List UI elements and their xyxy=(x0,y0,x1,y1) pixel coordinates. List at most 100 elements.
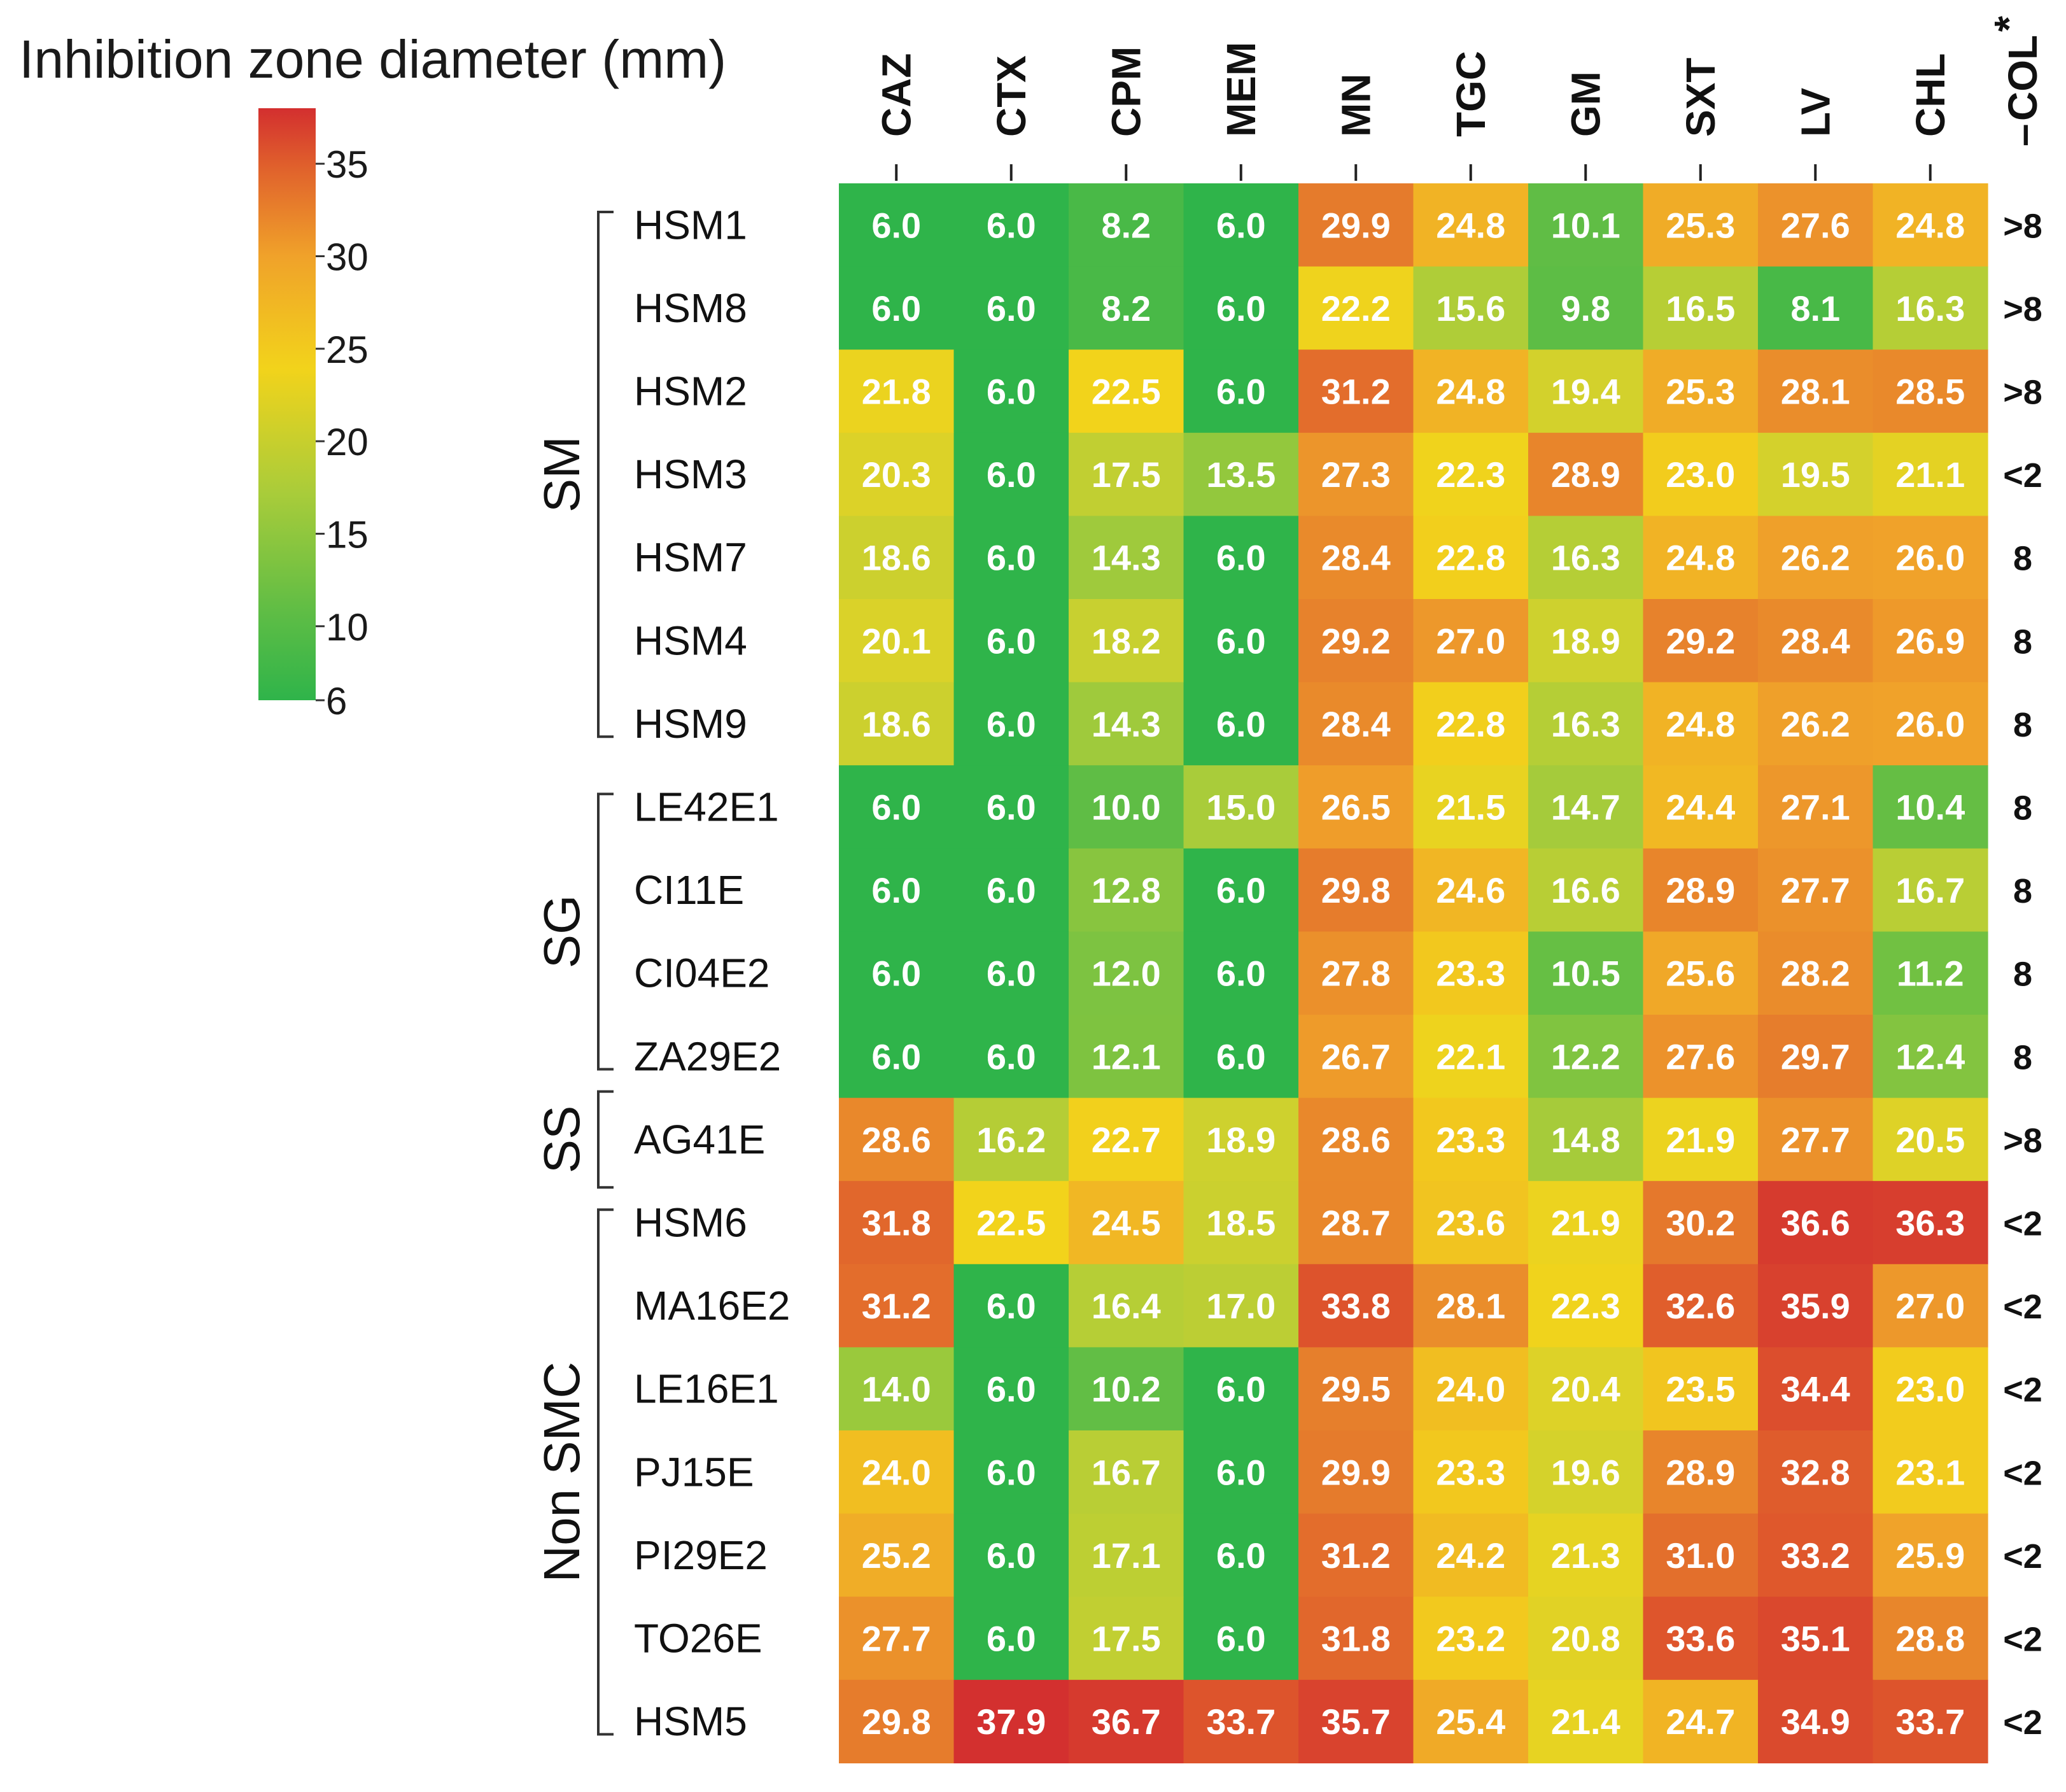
cell-value-label: 28.6 xyxy=(862,1120,931,1160)
cell-value-label: 6.0 xyxy=(987,1369,1036,1409)
heatmap-cell xyxy=(953,266,1069,350)
heatmap-cell xyxy=(1643,1264,1759,1348)
heatmap-cell xyxy=(1413,682,1529,766)
column-label: MEM xyxy=(1218,42,1264,137)
row-label: TO26E xyxy=(634,1616,762,1661)
heatmap-cell xyxy=(1183,432,1299,516)
heatmap-cell xyxy=(1873,349,1988,434)
heatmap-cell xyxy=(1183,1597,1299,1681)
heatmap-cell xyxy=(1758,349,1874,434)
heatmap-cell xyxy=(839,1097,955,1182)
heatmap-cell xyxy=(953,1264,1069,1348)
cell-value-label: 16.3 xyxy=(1551,704,1620,744)
heatmap-cell xyxy=(839,432,955,516)
heatmap-cell xyxy=(953,1430,1069,1514)
heatmap-cell xyxy=(1758,266,1874,350)
column-label: GM xyxy=(1563,71,1608,137)
cell-value-label: 28.6 xyxy=(1321,1120,1391,1160)
cell-value-label: 17.0 xyxy=(1206,1286,1275,1326)
heatmap-cell xyxy=(1528,765,1644,849)
heatmap-cell xyxy=(1528,682,1644,766)
cell-value-label: 21.5 xyxy=(1436,787,1505,828)
cell-value-label: 22.2 xyxy=(1321,288,1391,328)
col-value-label: 8 xyxy=(2013,706,2032,744)
cell-value-label: 28.7 xyxy=(1321,1203,1391,1243)
col-values: >8 >8 >8 <2 8 8 8 8 8 8 8 >8 <2 <2 <2 <2 <2 <2 <2 xyxy=(2003,207,2042,1742)
cell-value-label: 6.0 xyxy=(1216,205,1266,245)
heatmap-cell xyxy=(1643,1181,1759,1265)
cell-value-label: 20.3 xyxy=(862,455,931,495)
cell-value-label: 28.9 xyxy=(1666,870,1735,910)
cell-value-label: 20.4 xyxy=(1551,1369,1620,1409)
cell-value-label: 6.0 xyxy=(1216,1452,1266,1492)
cell-value-label: 23.1 xyxy=(1895,1452,1965,1492)
cell-value-label: 21.4 xyxy=(1551,1702,1620,1742)
heatmap-cell xyxy=(1183,848,1299,932)
heatmap-cell xyxy=(1298,1597,1414,1681)
cell-value-label: 22.3 xyxy=(1551,1286,1620,1326)
cell-value-label: 26.7 xyxy=(1321,1036,1391,1076)
cell-value-label: 6.0 xyxy=(987,1619,1036,1659)
heatmap-cell xyxy=(1873,1679,1988,1763)
row-label: HSM5 xyxy=(634,1698,747,1744)
heatmap-cell xyxy=(839,1679,955,1763)
cell-value-label: 29.7 xyxy=(1781,1036,1850,1076)
cell-value-label: 6.0 xyxy=(987,870,1036,910)
cell-value-label: 15.0 xyxy=(1206,787,1275,828)
cell-value-label: 28.4 xyxy=(1321,704,1391,744)
cell-value-label: 33.6 xyxy=(1666,1619,1735,1659)
heatmap-cell xyxy=(1758,1347,1874,1431)
cell-value-label: 6.0 xyxy=(871,205,921,245)
cell-value-label: 31.2 xyxy=(862,1286,931,1326)
heatmap-cell xyxy=(1298,1513,1414,1597)
heatmap-cell xyxy=(839,1264,955,1348)
heatmap-cell xyxy=(1183,1430,1299,1514)
legend-tick-label: 20 xyxy=(326,421,369,463)
heatmap-cell xyxy=(1413,848,1529,932)
col-value-label: <2 xyxy=(2003,1205,2042,1243)
cell-value-label: 27.0 xyxy=(1895,1286,1965,1326)
group-label: SM xyxy=(533,436,590,512)
cell-value-label: 11.2 xyxy=(1897,954,1964,994)
cell-value-label: 6.0 xyxy=(987,1036,1036,1076)
cell-value-label: 25.6 xyxy=(1666,954,1735,994)
heatmap-cell xyxy=(1873,432,1988,516)
column-label: SXT xyxy=(1678,58,1724,137)
cell-value-label: 6.0 xyxy=(987,1535,1036,1576)
heatmap-cell xyxy=(1183,1015,1299,1099)
cell-value-label: 22.8 xyxy=(1436,538,1505,578)
heatmap-cell xyxy=(1758,432,1874,516)
column-label: LV xyxy=(1792,88,1838,137)
heatmap-cell xyxy=(839,682,955,766)
heatmap-cell xyxy=(1643,1015,1759,1099)
cell-value-label: 8.1 xyxy=(1790,288,1840,328)
heatmap-cell xyxy=(1528,848,1644,932)
cell-value-label: 29.9 xyxy=(1321,1452,1391,1492)
cell-value-label: 28.4 xyxy=(1781,621,1850,661)
heatmap-cell xyxy=(1643,765,1759,849)
heatmap-cell xyxy=(1069,432,1184,516)
row-label: HSM7 xyxy=(634,535,747,581)
cell-value-label: 29.8 xyxy=(1321,870,1391,910)
cell-value-label: 24.0 xyxy=(1436,1369,1505,1409)
cell-value-label: 18.6 xyxy=(862,704,931,744)
cell-value-label: 25.9 xyxy=(1895,1535,1965,1576)
col-value-label: <2 xyxy=(2003,1288,2042,1326)
cell-value-label: 32.8 xyxy=(1781,1452,1850,1492)
heatmap-cell xyxy=(1069,682,1184,766)
cell-value-label: 16.7 xyxy=(1092,1452,1161,1492)
cell-value-label: 10.4 xyxy=(1895,787,1965,828)
cell-value-label: 31.8 xyxy=(862,1203,931,1243)
heatmap-cell xyxy=(1183,1181,1299,1265)
cell-value-label: 20.1 xyxy=(862,621,931,661)
cell-value-label: 8.2 xyxy=(1101,205,1151,245)
cell-value-label: 6.0 xyxy=(987,1286,1036,1326)
col-value-label: >8 xyxy=(2003,374,2042,412)
cell-value-label: 23.0 xyxy=(1895,1369,1965,1409)
cell-value-label: 6.0 xyxy=(1216,704,1266,744)
cell-value-label: 21.1 xyxy=(1895,455,1965,495)
heatmap-cell xyxy=(1873,1513,1988,1597)
cell-value-label: 29.5 xyxy=(1321,1369,1391,1409)
col-value-label: >8 xyxy=(2003,1122,2042,1160)
cell-value-label: 6.0 xyxy=(1216,1619,1266,1659)
